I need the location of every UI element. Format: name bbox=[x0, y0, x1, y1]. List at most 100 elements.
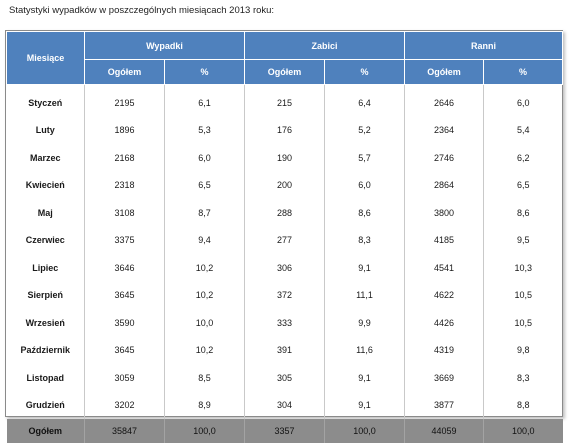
value-cell: 2168 bbox=[84, 144, 165, 172]
value-cell: 306 bbox=[244, 254, 325, 282]
value-cell: 3646 bbox=[84, 254, 165, 282]
value-cell: 3800 bbox=[404, 199, 484, 227]
table-footer: Ogółem 35847 100,0 3357 100,0 44059 100,… bbox=[6, 419, 563, 443]
table-row: Luty 1896 5,3 176 5,2 2364 5,4 bbox=[7, 116, 563, 144]
table-row: Lipiec 3646 10,2 306 9,1 4541 10,3 bbox=[7, 254, 563, 282]
value-cell: 8,9 bbox=[164, 391, 245, 419]
value-cell: 6,5 bbox=[164, 171, 245, 199]
accidents-table: Miesiące Wypadki Zabici Ranni Ogółem % O… bbox=[6, 31, 564, 443]
table-row: Październik 3645 10,2 391 11,6 4319 9,8 bbox=[7, 336, 563, 364]
value-cell: 5,2 bbox=[323, 116, 405, 144]
value-cell: 6,0 bbox=[164, 144, 245, 172]
header-subcol: % bbox=[323, 59, 406, 85]
value-cell: 6,2 bbox=[483, 144, 563, 172]
value-cell: 4185 bbox=[404, 226, 484, 254]
value-cell: 8,3 bbox=[483, 364, 563, 392]
month-cell: Czerwiec bbox=[25, 235, 65, 246]
value-cell: 176 bbox=[244, 116, 325, 144]
month-cell: Kwiecień bbox=[25, 180, 65, 191]
value-cell: 8,6 bbox=[483, 199, 563, 227]
value-cell: 215 bbox=[244, 84, 325, 117]
value-cell: 8,6 bbox=[323, 199, 405, 227]
value-cell: 288 bbox=[244, 199, 325, 227]
value-cell: 8,5 bbox=[164, 364, 245, 392]
value-cell: 3375 bbox=[84, 226, 165, 254]
value-cell: 10,3 bbox=[483, 254, 563, 282]
value-cell: 9,1 bbox=[323, 364, 405, 392]
value-cell: 4319 bbox=[404, 336, 484, 364]
table-row: Marzec 2168 6,0 190 5,7 2746 6,2 bbox=[7, 144, 563, 172]
header-subcol: Ogółem bbox=[244, 59, 325, 85]
value-cell: 3202 bbox=[84, 391, 165, 419]
value-cell: 10,2 bbox=[164, 281, 245, 309]
month-cell: Wrzesień bbox=[25, 317, 65, 328]
month-cell: Październik bbox=[20, 345, 71, 356]
header-subcol: Ogółem bbox=[84, 59, 165, 85]
value-cell: 5,3 bbox=[164, 116, 245, 144]
total-cell: 100,0 bbox=[483, 419, 563, 443]
total-cell: 35847 bbox=[84, 419, 165, 443]
value-cell: 2364 bbox=[404, 116, 484, 144]
value-cell: 10,2 bbox=[164, 336, 245, 364]
value-cell: 9,9 bbox=[323, 309, 405, 337]
table-row: Sierpień 3645 10,2 372 11,1 4622 10,5 bbox=[7, 281, 563, 309]
value-cell: 5,7 bbox=[323, 144, 405, 172]
value-cell: 9,8 bbox=[483, 336, 563, 364]
table-row: Wrzesień 3590 10,0 333 9,9 4426 10,5 bbox=[7, 309, 563, 337]
value-cell: 9,1 bbox=[323, 391, 405, 419]
header-subcol: Ogółem bbox=[404, 59, 485, 85]
value-cell: 6,4 bbox=[323, 84, 405, 117]
value-cell: 391 bbox=[244, 336, 325, 364]
header-group-ranni: Ranni bbox=[404, 31, 564, 60]
value-cell: 6,0 bbox=[323, 171, 405, 199]
header-group-zabici: Zabici bbox=[243, 31, 406, 60]
value-cell: 3645 bbox=[84, 281, 165, 309]
value-cell: 3669 bbox=[404, 364, 484, 392]
value-cell: 8,7 bbox=[164, 199, 245, 227]
table-row: Czerwiec 3375 9,4 277 8,3 4185 9,5 bbox=[7, 226, 563, 254]
value-cell: 277 bbox=[244, 226, 325, 254]
value-cell: 4622 bbox=[404, 281, 484, 309]
table-header: Miesiące Wypadki Zabici Ranni Ogółem % O… bbox=[6, 31, 564, 85]
total-cell: 100,0 bbox=[164, 419, 245, 443]
table-caption: Statystyki wypadków w poszczególnych mie… bbox=[9, 5, 275, 16]
value-cell: 8,3 bbox=[323, 226, 405, 254]
value-cell: 304 bbox=[244, 391, 325, 419]
value-cell: 3645 bbox=[84, 336, 165, 364]
value-cell: 2318 bbox=[84, 171, 165, 199]
value-cell: 5,4 bbox=[483, 116, 563, 144]
value-cell: 200 bbox=[244, 171, 325, 199]
table-row: Maj 3108 8,7 288 8,6 3800 8,6 bbox=[7, 199, 563, 227]
total-label: Ogółem bbox=[6, 419, 85, 443]
value-cell: 11,1 bbox=[323, 281, 405, 309]
value-cell: 3590 bbox=[84, 309, 165, 337]
total-cell: 100,0 bbox=[323, 419, 405, 443]
value-cell: 9,1 bbox=[323, 254, 405, 282]
table-body: Styczeń 2195 6,1 215 6,4 2646 6,0 Luty 1896 5,3 17… bbox=[7, 84, 563, 419]
value-cell: 372 bbox=[244, 281, 325, 309]
value-cell: 3059 bbox=[84, 364, 165, 392]
value-cell: 6,5 bbox=[483, 171, 563, 199]
total-row: Ogółem 35847 100,0 3357 100,0 44059 100,… bbox=[6, 419, 563, 443]
month-cell: Maj bbox=[37, 207, 53, 218]
value-cell: 2646 bbox=[404, 84, 484, 117]
value-cell: 4426 bbox=[404, 309, 484, 337]
value-cell: 333 bbox=[244, 309, 325, 337]
value-cell: 11,6 bbox=[323, 336, 405, 364]
month-cell: Luty bbox=[35, 125, 55, 136]
value-cell: 2195 bbox=[84, 84, 165, 117]
value-cell: 8,8 bbox=[483, 391, 563, 419]
value-cell: 1896 bbox=[84, 116, 165, 144]
value-cell: 9,4 bbox=[164, 226, 245, 254]
value-cell: 10,2 bbox=[164, 254, 245, 282]
month-cell: Listopad bbox=[26, 372, 65, 383]
value-cell: 10,5 bbox=[483, 309, 563, 337]
value-cell: 2746 bbox=[404, 144, 484, 172]
table-row: Styczeń 2195 6,1 215 6,4 2646 6,0 bbox=[7, 84, 563, 117]
month-cell: Marzec bbox=[29, 152, 61, 163]
header-group-wypadki: Wypadki bbox=[84, 31, 245, 60]
value-cell: 10,5 bbox=[483, 281, 563, 309]
value-cell: 3877 bbox=[404, 391, 484, 419]
value-cell: 6,1 bbox=[164, 84, 245, 117]
table-row: Kwiecień 2318 6,5 200 6,0 2864 6,5 bbox=[7, 171, 563, 199]
